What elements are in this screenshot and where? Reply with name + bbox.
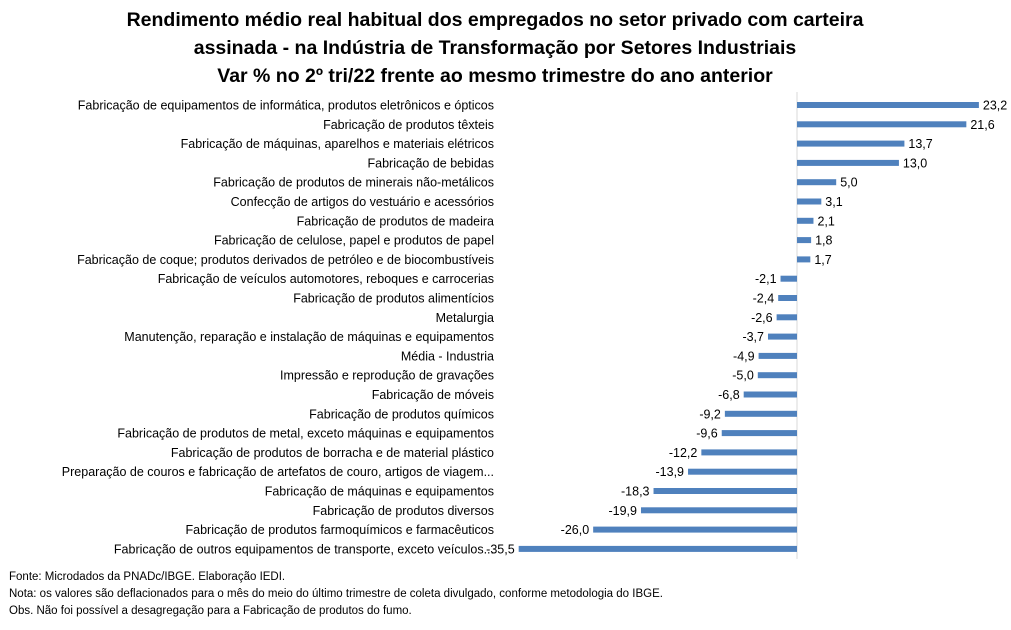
category-label: Fabricação de coque; produtos derivados … <box>77 253 494 267</box>
data-label: -13,9 <box>656 465 685 479</box>
category-label: Fabricação de máquinas, aparelhos e mate… <box>181 137 494 151</box>
category-label: Confecção de artigos do vestuário e aces… <box>231 195 494 209</box>
category-label: Fabricação de produtos químicos <box>309 407 494 421</box>
bar <box>701 449 797 456</box>
bar <box>797 256 811 263</box>
category-label: Fabricação de produtos de borracha e de … <box>171 446 494 460</box>
bar <box>797 237 812 244</box>
data-label: -5,0 <box>732 369 754 383</box>
bar <box>778 295 797 301</box>
bar <box>724 410 797 417</box>
data-label: 5,0 <box>840 176 857 190</box>
data-label: -12,2 <box>669 446 698 460</box>
bar <box>767 333 797 340</box>
chart-title-line-3: Var % no 2º tri/22 frente ao mesmo trime… <box>217 65 773 87</box>
data-label: -2,6 <box>751 311 773 325</box>
data-label: 21,6 <box>970 118 994 132</box>
category-label: Fabricação de produtos de minerais não-m… <box>213 176 494 190</box>
bar-chart: Fabricação de equipamentos de informátic… <box>62 92 1007 559</box>
source-note: Fonte: Microdados da PNADc/IBGE. Elabora… <box>9 571 286 583</box>
bar <box>758 352 797 359</box>
data-label: -35,5 <box>486 542 515 556</box>
bar <box>797 159 899 166</box>
footnotes: Fonte: Microdados da PNADc/IBGE. Elabora… <box>9 569 663 620</box>
category-label: Fabricação de outros equipamentos de tra… <box>114 542 494 556</box>
category-label: Fabricação de veículos automotores, rebo… <box>158 272 494 286</box>
bar <box>797 198 822 205</box>
bar <box>797 179 837 186</box>
data-label: -19,9 <box>608 504 637 518</box>
bar <box>721 430 797 437</box>
chart-title-line-1: Rendimento médio real habitual dos empre… <box>126 9 864 31</box>
data-label: -2,4 <box>753 292 775 306</box>
category-label: Impressão e reprodução de gravações <box>280 369 494 383</box>
data-label: 13,0 <box>903 156 927 170</box>
bar <box>797 102 979 108</box>
data-label: -3,7 <box>742 330 764 344</box>
bar-group: Fabricação de equipamentos de informátic… <box>62 92 1007 559</box>
data-label: -6,8 <box>718 388 740 402</box>
observation-note: Obs. Não foi possível a desagregação par… <box>9 605 412 617</box>
category-label: Fabricação de produtos farmoquímicos e f… <box>186 523 494 537</box>
category-label: Preparação de couros e fabricação de art… <box>62 465 494 479</box>
bar <box>797 217 814 224</box>
category-label: Fabricação de produtos de metal, exceto … <box>117 427 494 441</box>
data-label: 1,8 <box>815 234 832 248</box>
bar <box>518 545 797 552</box>
bar <box>653 488 797 494</box>
data-label: -26,0 <box>561 523 590 537</box>
chart-title-line-2: assinada - na Indústria de Transformação… <box>193 37 797 59</box>
bar <box>593 526 797 533</box>
data-label: -4,9 <box>733 349 755 363</box>
data-label: 13,7 <box>908 137 932 151</box>
bar <box>797 140 905 147</box>
data-label: 23,2 <box>983 99 1007 113</box>
data-label: -2,1 <box>755 272 777 286</box>
category-label: Fabricação de produtos alimentícios <box>293 292 494 306</box>
data-label: -9,2 <box>699 407 721 421</box>
category-label: Média - Industria <box>401 349 494 363</box>
category-label: Fabricação de produtos de madeira <box>297 214 494 228</box>
bar <box>780 275 797 282</box>
methodology-note: Nota: os valores são deflacionados para … <box>9 588 663 600</box>
bar <box>743 391 797 398</box>
chart-title: Rendimento médio real habitual dos empre… <box>0 6 990 90</box>
bar <box>688 468 797 475</box>
category-label: Fabricação de móveis <box>372 388 494 402</box>
data-label: -18,3 <box>621 485 650 499</box>
data-label: 2,1 <box>817 214 834 228</box>
bar <box>776 314 797 321</box>
data-label: 1,7 <box>814 253 831 267</box>
bar <box>797 121 967 128</box>
category-label: Fabricação de produtos têxteis <box>323 118 494 132</box>
bar <box>640 507 797 514</box>
category-label: Manutenção, reparação e instalação de má… <box>124 330 494 344</box>
category-label: Fabricação de bebidas <box>368 156 494 170</box>
category-label: Fabricação de produtos diversos <box>313 504 494 518</box>
category-label: Fabricação de máquinas e equipamentos <box>265 485 494 499</box>
bar <box>757 372 797 379</box>
data-label: 3,1 <box>825 195 842 209</box>
category-label: Fabricação de celulose, papel e produtos… <box>214 234 494 248</box>
category-label: Fabricação de equipamentos de informátic… <box>78 99 494 113</box>
category-label: Metalurgia <box>436 311 494 325</box>
data-label: -9,6 <box>696 427 718 441</box>
